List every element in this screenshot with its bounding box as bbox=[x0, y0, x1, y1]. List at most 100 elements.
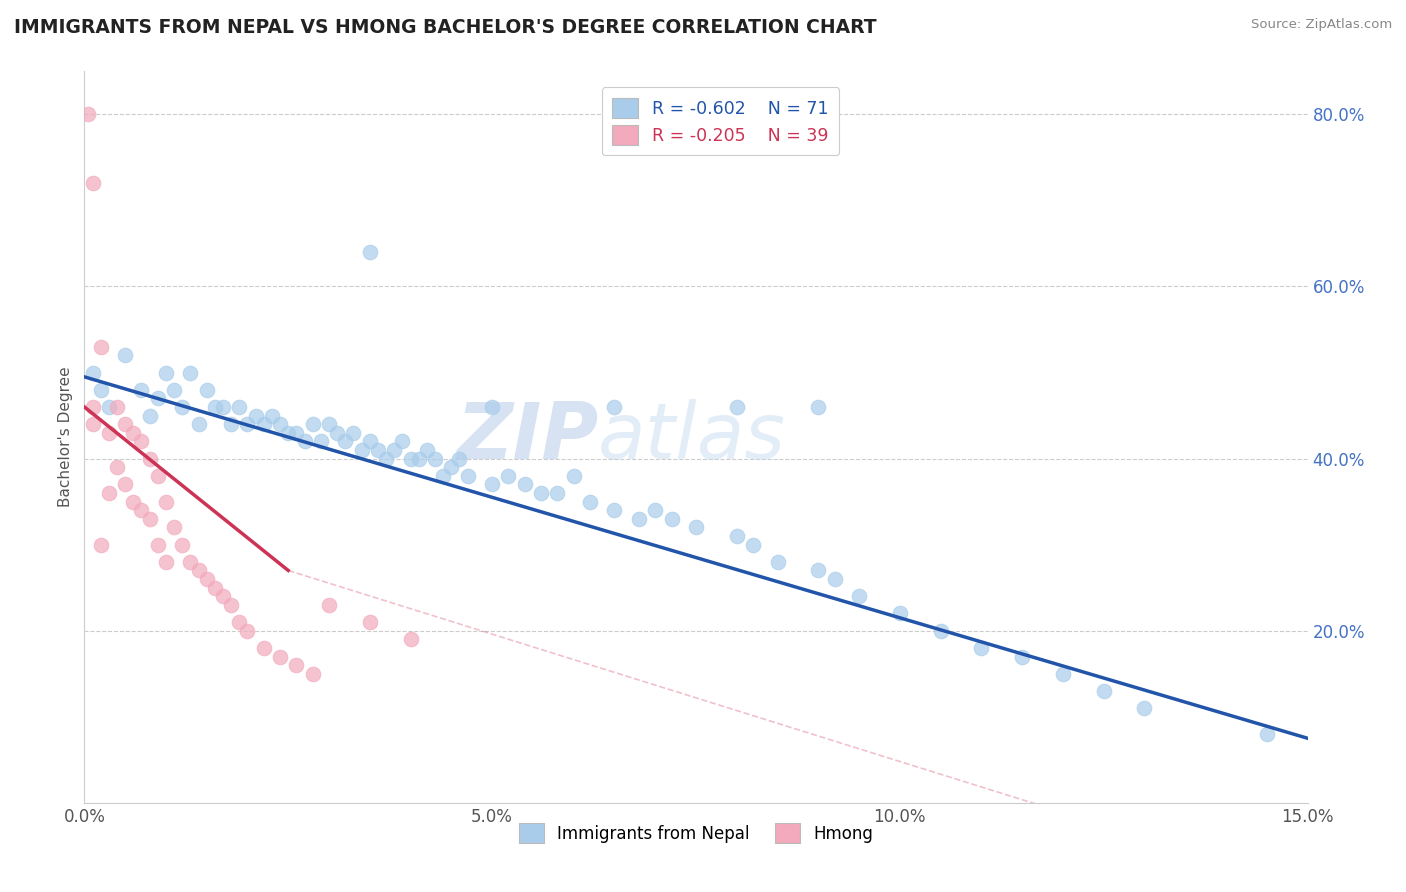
Point bbox=[204, 581, 226, 595]
Point bbox=[122, 494, 145, 508]
Point bbox=[725, 400, 748, 414]
Point bbox=[146, 392, 169, 406]
Point bbox=[848, 589, 870, 603]
Point bbox=[82, 176, 104, 190]
Point bbox=[219, 598, 242, 612]
Point bbox=[1092, 684, 1115, 698]
Point bbox=[432, 468, 454, 483]
Point bbox=[294, 434, 316, 449]
Point bbox=[375, 451, 398, 466]
Point bbox=[163, 383, 186, 397]
Point bbox=[399, 451, 422, 466]
Point bbox=[399, 632, 422, 647]
Point bbox=[359, 245, 381, 260]
Point bbox=[187, 564, 209, 578]
Point bbox=[97, 486, 120, 500]
Point bbox=[579, 494, 602, 508]
Point bbox=[423, 451, 446, 466]
Point bbox=[97, 425, 120, 440]
Point bbox=[807, 400, 830, 414]
Point bbox=[627, 512, 650, 526]
Point bbox=[179, 366, 201, 380]
Point bbox=[350, 442, 373, 457]
Text: atlas: atlas bbox=[598, 399, 786, 475]
Point bbox=[1133, 701, 1156, 715]
Point bbox=[342, 425, 364, 440]
Point bbox=[481, 400, 503, 414]
Point bbox=[236, 417, 259, 432]
Point bbox=[179, 555, 201, 569]
Point bbox=[212, 400, 235, 414]
Legend: Immigrants from Nepal, Hmong: Immigrants from Nepal, Hmong bbox=[512, 817, 880, 849]
Point bbox=[766, 555, 789, 569]
Point bbox=[644, 503, 666, 517]
Point bbox=[269, 417, 291, 432]
Point bbox=[204, 400, 226, 414]
Point bbox=[661, 512, 683, 526]
Point bbox=[359, 615, 381, 629]
Point bbox=[155, 555, 177, 569]
Point bbox=[228, 400, 250, 414]
Point bbox=[546, 486, 568, 500]
Point bbox=[603, 400, 626, 414]
Point bbox=[929, 624, 952, 638]
Point bbox=[260, 409, 283, 423]
Point bbox=[253, 417, 276, 432]
Point bbox=[498, 468, 520, 483]
Point bbox=[416, 442, 439, 457]
Point bbox=[212, 589, 235, 603]
Point bbox=[1011, 649, 1033, 664]
Point bbox=[725, 529, 748, 543]
Point bbox=[742, 538, 765, 552]
Point bbox=[131, 383, 153, 397]
Point bbox=[114, 417, 136, 432]
Point bbox=[138, 512, 160, 526]
Point bbox=[131, 434, 153, 449]
Point bbox=[236, 624, 259, 638]
Point bbox=[382, 442, 405, 457]
Point bbox=[105, 460, 128, 475]
Point bbox=[277, 425, 299, 440]
Point bbox=[285, 658, 308, 673]
Point bbox=[90, 383, 112, 397]
Text: Source: ZipAtlas.com: Source: ZipAtlas.com bbox=[1251, 18, 1392, 31]
Point bbox=[1256, 727, 1278, 741]
Point bbox=[824, 572, 846, 586]
Point bbox=[122, 425, 145, 440]
Point bbox=[82, 417, 104, 432]
Point bbox=[603, 503, 626, 517]
Point bbox=[301, 417, 323, 432]
Point bbox=[318, 598, 340, 612]
Point bbox=[90, 538, 112, 552]
Point bbox=[970, 640, 993, 655]
Point bbox=[138, 451, 160, 466]
Point bbox=[245, 409, 267, 423]
Point bbox=[172, 400, 194, 414]
Point bbox=[318, 417, 340, 432]
Point bbox=[146, 468, 169, 483]
Point bbox=[253, 640, 276, 655]
Point bbox=[228, 615, 250, 629]
Point bbox=[309, 434, 332, 449]
Point bbox=[562, 468, 585, 483]
Point bbox=[326, 425, 349, 440]
Point bbox=[77, 107, 100, 121]
Point bbox=[146, 538, 169, 552]
Point bbox=[285, 425, 308, 440]
Text: IMMIGRANTS FROM NEPAL VS HMONG BACHELOR'S DEGREE CORRELATION CHART: IMMIGRANTS FROM NEPAL VS HMONG BACHELOR'… bbox=[14, 18, 877, 37]
Point bbox=[90, 340, 112, 354]
Point bbox=[301, 666, 323, 681]
Point bbox=[449, 451, 471, 466]
Point bbox=[97, 400, 120, 414]
Point bbox=[163, 520, 186, 534]
Point bbox=[391, 434, 413, 449]
Point bbox=[114, 477, 136, 491]
Point bbox=[195, 383, 218, 397]
Point bbox=[408, 451, 430, 466]
Text: ZIP: ZIP bbox=[456, 399, 598, 475]
Point bbox=[82, 400, 104, 414]
Point bbox=[807, 564, 830, 578]
Point bbox=[219, 417, 242, 432]
Point bbox=[131, 503, 153, 517]
Point bbox=[440, 460, 463, 475]
